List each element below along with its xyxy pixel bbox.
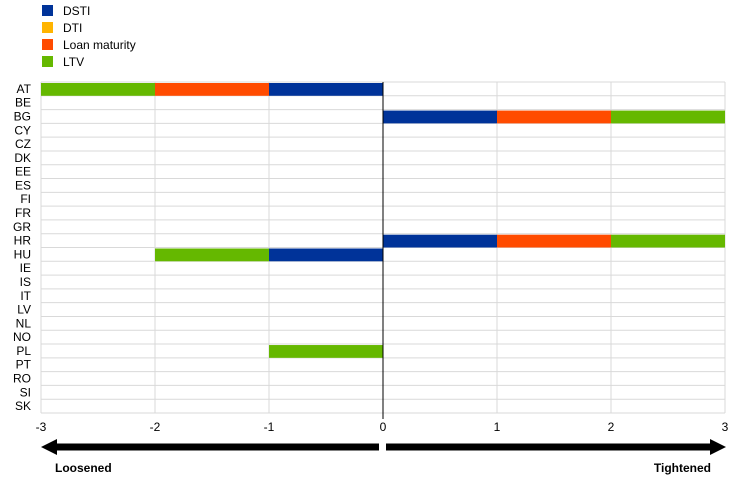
category-label: PT — [16, 358, 32, 372]
legend-swatch — [42, 56, 53, 67]
chart-legend: DSTI DTI Loan maturity LTV — [42, 2, 136, 70]
x-tick-label: 3 — [722, 420, 729, 434]
category-label: LV — [17, 303, 31, 317]
x-tick-label: 2 — [608, 420, 615, 434]
bar-HR-dsti — [383, 234, 497, 248]
category-label: IE — [20, 261, 31, 275]
bar-PL-ltv — [269, 345, 383, 358]
tightened-arrow-shaft — [386, 443, 710, 451]
category-label: SK — [15, 399, 31, 413]
category-label: NO — [13, 330, 31, 344]
bar-AT-dsti — [269, 83, 383, 96]
legend-label: DTI — [63, 20, 83, 35]
legend-item: Loan maturity — [42, 36, 136, 53]
bar-HU-dsti — [269, 248, 383, 262]
category-label: IS — [20, 275, 31, 289]
x-tick-label: -1 — [264, 420, 275, 434]
x-tick-label: -2 — [150, 420, 161, 434]
legend-item: DSTI — [42, 2, 136, 19]
legend-swatch — [42, 5, 53, 16]
bar-BG-dsti — [383, 110, 497, 124]
bar-BG-loan-maturity — [497, 110, 611, 124]
tightened-arrow-head — [710, 439, 726, 455]
legend-label: DSTI — [63, 3, 91, 18]
category-label: GR — [13, 220, 31, 234]
bar-HR-loan-maturity — [497, 234, 611, 248]
loosened-label: Loosened — [55, 461, 112, 475]
tightened-label: Tightened — [653, 461, 711, 475]
legend-item: DTI — [42, 19, 136, 36]
legend-swatch — [42, 22, 53, 33]
category-label: DK — [14, 151, 31, 165]
category-label: IT — [20, 289, 31, 303]
bar-HR-ltv — [611, 234, 725, 248]
bar-AT-ltv — [41, 83, 155, 96]
bar-BG-ltv — [611, 110, 725, 124]
loosened-arrow-shaft — [55, 443, 379, 451]
category-label: BG — [14, 109, 31, 123]
legend-swatch — [42, 39, 53, 50]
category-label: NL — [16, 316, 32, 330]
x-tick-label: 0 — [380, 420, 387, 434]
category-label: AT — [17, 82, 32, 96]
loosened-arrow-head — [41, 439, 57, 455]
x-tick-label: 1 — [494, 420, 501, 434]
category-label: HU — [14, 247, 31, 261]
category-label: BE — [15, 96, 31, 110]
x-tick-label: -3 — [36, 420, 47, 434]
bar-AT-loan-maturity — [155, 83, 269, 96]
category-label: ES — [15, 178, 31, 192]
legend-label: LTV — [63, 54, 85, 69]
category-label: FI — [20, 192, 31, 206]
category-label: HR — [14, 234, 32, 248]
legend-label: Loan maturity — [63, 37, 136, 52]
category-label: CZ — [15, 137, 31, 151]
category-label: CY — [14, 123, 31, 137]
bar-HU-ltv — [155, 248, 269, 262]
category-label: PL — [16, 344, 31, 358]
category-label: SI — [20, 385, 31, 399]
category-label: RO — [13, 372, 31, 386]
category-label: FR — [15, 206, 31, 220]
category-label: EE — [15, 165, 31, 179]
legend-item: LTV — [42, 53, 136, 70]
